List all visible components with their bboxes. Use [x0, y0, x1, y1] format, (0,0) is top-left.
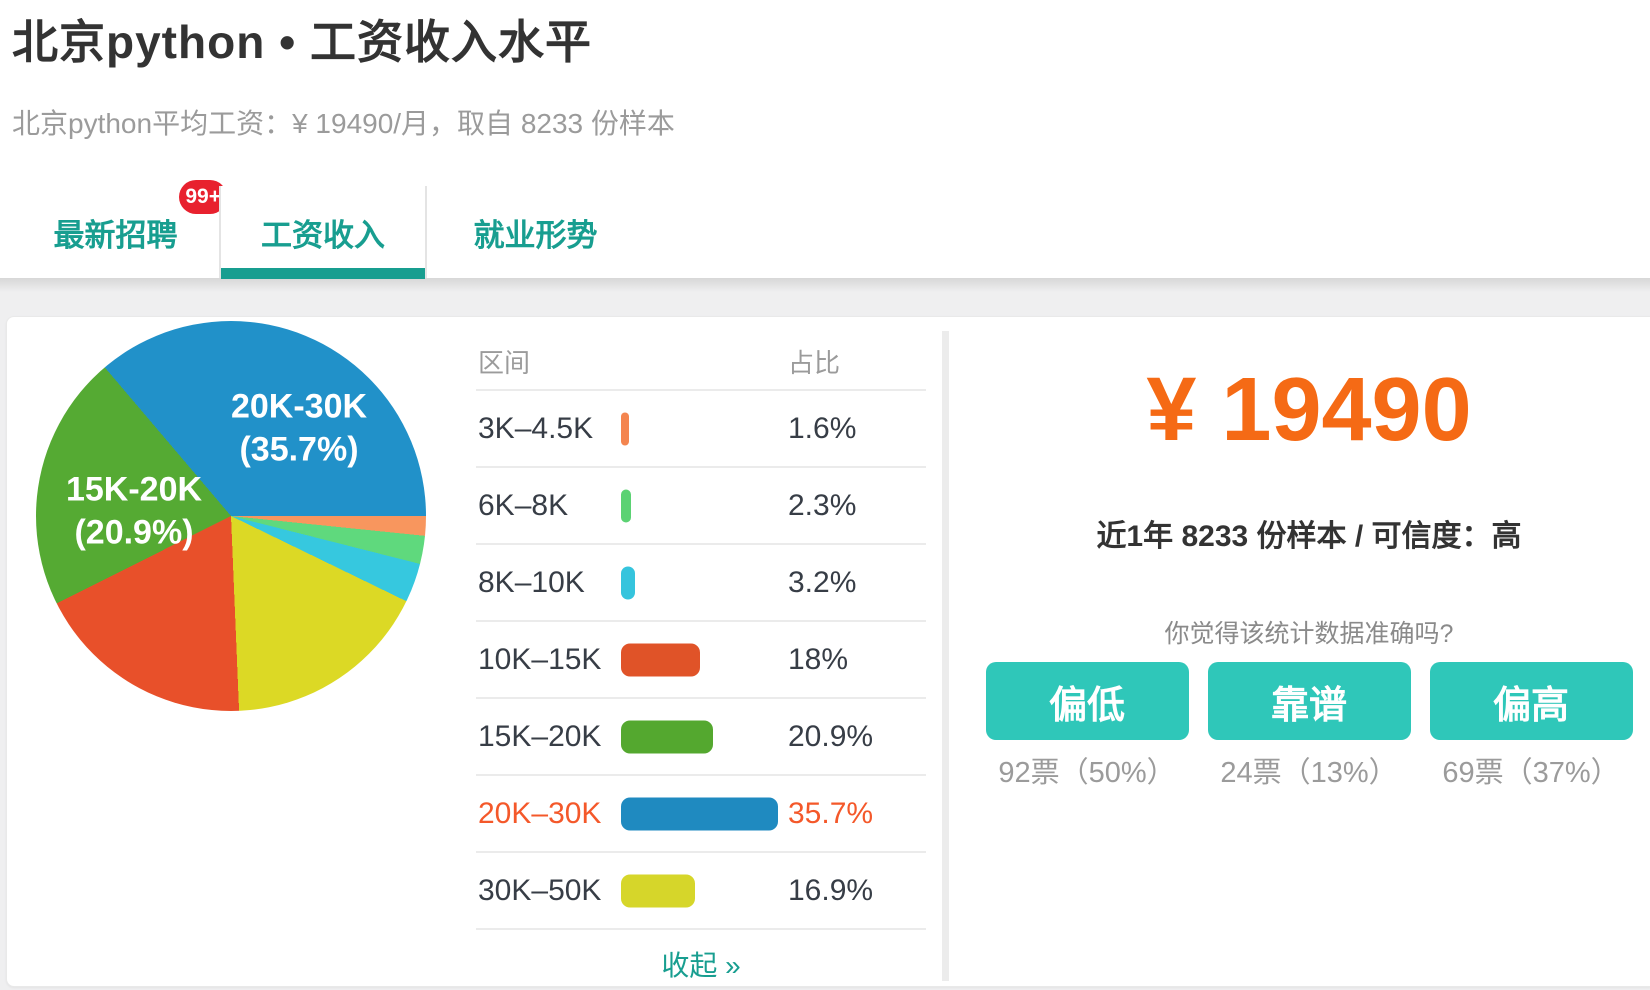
- share-bar: [621, 412, 629, 445]
- vote-too-low-stat: 92票（50%）: [998, 757, 1176, 789]
- share-bar: [621, 720, 713, 753]
- share-bar: [621, 489, 631, 522]
- share-value: 18%: [788, 642, 849, 676]
- column-header-share: 占比: [788, 348, 841, 378]
- share-bar: [621, 797, 778, 830]
- table-row: 30K–50K 16.9%: [476, 853, 926, 930]
- share-bar: [621, 874, 695, 907]
- vote-too-low-button[interactable]: 偏低: [985, 662, 1189, 740]
- pie-slice-label-15k-20k: 15K-20K (20.9%): [65, 470, 203, 552]
- tab-bar: 最新招聘 99+ 工资收入 就业形势: [12, 180, 644, 279]
- tab-latest-jobs-label: 最新招聘: [53, 217, 178, 253]
- share-value: 2.3%: [788, 488, 857, 522]
- salary-range: 10K–15K: [478, 642, 602, 676]
- share-value: 1.6%: [788, 411, 857, 445]
- collapse-link[interactable]: 收起 »: [661, 950, 741, 981]
- pie-slice-label-20k-30k: 20K-30K (35.7%): [230, 387, 368, 469]
- table-row-highlighted: 20K–30K 35.7%: [476, 776, 926, 853]
- sample-credibility-line: 近1年 8233 份样本 / 可信度：高: [1096, 520, 1522, 553]
- page-subtitle: 北京python平均工资：¥ 19490/月，取自 8233 份样本: [12, 108, 675, 139]
- salary-range: 30K–50K: [478, 873, 602, 907]
- table-row: 6K–8K 2.3%: [476, 468, 926, 545]
- salary-range: 8K–10K: [478, 565, 585, 599]
- share-value: 16.9%: [788, 873, 874, 907]
- table-header: 区间 占比: [476, 343, 926, 391]
- tab-salary-income-label: 工资收入: [261, 217, 385, 253]
- active-tab-underline: [221, 268, 425, 279]
- vote-too-high-button[interactable]: 偏高: [1429, 662, 1633, 740]
- salary-distribution-table: 区间 占比 3K–4.5K 1.6% 6K–8K 2.3% 8K–10K 3.2…: [476, 343, 926, 984]
- share-value: 20.9%: [788, 719, 874, 753]
- accuracy-question: 你觉得该统计数据准确吗?: [1164, 620, 1454, 648]
- vote-reliable-stat: 24票（13%）: [1220, 757, 1398, 789]
- share-value: 35.7%: [788, 796, 874, 830]
- vote-buttons-row: 偏低 靠谱 偏高: [959, 662, 1650, 740]
- salary-pie-chart: [36, 321, 426, 711]
- share-bar: [621, 566, 635, 599]
- column-header-range: 区间: [478, 348, 531, 378]
- tab-salary-income[interactable]: 工资收入: [219, 186, 425, 279]
- page-title: 北京python • 工资收入水平: [12, 16, 592, 68]
- vote-too-high-stat: 69票（37%）: [1442, 757, 1620, 789]
- salary-range: 20K–30K: [478, 796, 602, 830]
- table-row: 8K–10K 3.2%: [476, 545, 926, 622]
- vote-reliable-button[interactable]: 靠谱: [1207, 662, 1411, 740]
- salary-summary-panel: ¥ 19490 近1年 8233 份样本 / 可信度：高 你觉得该统计数据准确吗…: [959, 317, 1650, 986]
- average-salary-amount: ¥ 19490: [1146, 360, 1472, 460]
- vertical-divider: [942, 331, 949, 981]
- vote-stats-row: 92票（50%） 24票（13%） 69票（37%）: [959, 749, 1650, 791]
- tab-employment-trend[interactable]: 就业形势: [425, 186, 644, 278]
- table-row: 15K–20K 20.9%: [476, 699, 926, 776]
- table-row: 10K–15K 18%: [476, 622, 926, 699]
- table-row: 3K–4.5K 1.6%: [476, 391, 926, 468]
- salary-card: 20K-30K (35.7%) 15K-20K (20.9%) 区间 占比 3K…: [6, 316, 1650, 987]
- share-value: 3.2%: [788, 565, 857, 599]
- tab-latest-jobs[interactable]: 最新招聘 99+: [12, 180, 227, 278]
- share-bar: [621, 643, 700, 676]
- salary-range: 3K–4.5K: [478, 411, 594, 445]
- salary-range: 6K–8K: [478, 488, 569, 522]
- salary-range: 15K–20K: [478, 719, 602, 753]
- tab-employment-trend-label: 就业形势: [473, 217, 598, 253]
